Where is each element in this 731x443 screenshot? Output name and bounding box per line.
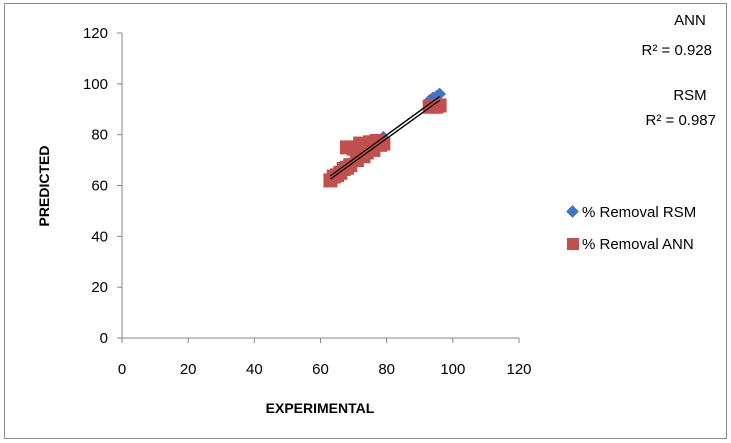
y-tick-label: 100 — [83, 76, 108, 93]
x-tick-label: 20 — [180, 361, 197, 378]
x-axis-title: EXPERIMENTAL — [266, 400, 375, 416]
x-tick-label: 80 — [378, 361, 395, 378]
legend-label-ann: % Removal ANN — [582, 236, 694, 253]
trendline-overlay-ann — [330, 99, 440, 180]
chart-frame — [4, 3, 727, 439]
y-axis-title: PREDICTED — [36, 146, 52, 227]
ann-r2-label: R² = 0.928 — [642, 42, 712, 59]
x-tick-label: 100 — [440, 361, 465, 378]
y-tick-label: 60 — [91, 178, 108, 195]
axes: 0 20 40 60 80 100 120 0 20 40 60 80 100 120 — [83, 25, 532, 378]
legend-label-rsm: % Removal RSM — [582, 204, 696, 221]
legend: % Removal RSM % Removal ANN — [566, 204, 696, 253]
rsm-r2-label: R² = 0.987 — [646, 112, 716, 129]
rsm-trend-label: RSM — [673, 87, 706, 104]
ann-trend-label: ANN — [674, 12, 706, 29]
data-points — [323, 87, 447, 188]
y-tick-label: 20 — [91, 279, 108, 296]
y-tick-label: 0 — [100, 330, 108, 347]
point-rsm — [433, 87, 446, 101]
x-tick-label: 60 — [312, 361, 329, 378]
x-tick-label: 0 — [118, 361, 126, 378]
x-tick-label: 120 — [506, 361, 531, 378]
legend-marker-rsm — [566, 205, 579, 218]
y-tick-label: 80 — [91, 127, 108, 144]
trendline-overlay-rsm — [330, 96, 440, 177]
point-ann — [432, 98, 447, 113]
point-ann — [376, 136, 391, 151]
y-tick-label: 120 — [83, 25, 108, 42]
y-tick-label: 40 — [91, 228, 108, 245]
x-tick-label: 40 — [246, 361, 263, 378]
legend-marker-ann — [567, 238, 579, 250]
